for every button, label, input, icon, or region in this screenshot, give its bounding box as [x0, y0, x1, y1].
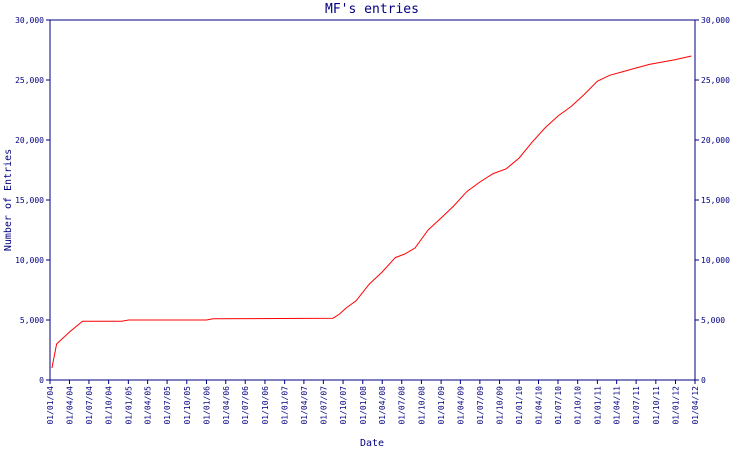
y2-tick-label: 30,000	[701, 16, 730, 25]
y2-tick-label: 0	[701, 376, 706, 385]
y2-tick-label: 15,000	[701, 196, 730, 205]
x-tick-label: 01/04/09	[456, 386, 465, 425]
x-tick-label: 01/01/10	[515, 386, 524, 425]
x-tick-label: 01/07/05	[163, 386, 172, 425]
y-tick-label: 5,000	[20, 316, 44, 325]
x-tick-label: 01/10/06	[261, 386, 270, 425]
x-tick-label: 01/07/07	[319, 386, 328, 425]
x-tick-label: 01/01/12	[672, 386, 681, 425]
x-tick-label: 01/01/04	[46, 386, 55, 425]
x-tick-label: 01/10/10	[574, 386, 583, 425]
y-tick-label: 25,000	[15, 76, 44, 85]
x-tick-label: 01/07/06	[241, 386, 250, 425]
x-tick-label: 01/01/05	[124, 386, 133, 425]
x-tick-label: 01/01/06	[202, 386, 211, 425]
y-tick-label: 20,000	[15, 136, 44, 145]
x-tick-label: 01/07/04	[85, 386, 94, 425]
x-axis-label: Date	[360, 438, 384, 449]
y-tick-label: 0	[39, 376, 44, 385]
x-tick-label: 01/10/05	[183, 386, 192, 425]
x-tick-label: 01/07/09	[476, 386, 485, 425]
plot-frame	[49, 19, 696, 381]
data-line	[51, 55, 692, 369]
x-tick-label: 01/04/11	[613, 386, 622, 425]
y-tick-label: 10,000	[15, 256, 44, 265]
y2-tick-label: 25,000	[701, 76, 730, 85]
x-tick-label: 01/01/11	[593, 386, 602, 425]
x-tick-label: 01/07/10	[554, 386, 563, 425]
x-tick-label: 01/01/07	[281, 386, 290, 425]
x-tick-label: 01/04/10	[535, 386, 544, 425]
x-tick-label: 01/04/06	[222, 386, 231, 425]
x-tick-label: 01/10/09	[496, 386, 505, 425]
y-tick-label: 15,000	[15, 196, 44, 205]
chart-title: MF's entries	[325, 2, 419, 17]
x-tick-label: 01/07/08	[398, 386, 407, 425]
x-tick-label: 01/04/12	[691, 386, 700, 425]
y2-tick-label: 20,000	[701, 136, 730, 145]
x-tick-label: 01/04/08	[378, 386, 387, 425]
x-tick-label: 01/04/04	[65, 386, 74, 425]
y2-tick-label: 10,000	[701, 256, 730, 265]
y-axis-label: Number of Entries	[3, 149, 14, 251]
x-tick-label: 01/01/09	[437, 386, 446, 425]
x-tick-label: 01/10/04	[105, 386, 114, 425]
x-tick-label: 01/10/08	[417, 386, 426, 425]
x-tick-label: 01/10/11	[652, 386, 661, 425]
x-tick-label: 01/10/07	[339, 386, 348, 425]
x-tick-label: 01/04/07	[300, 386, 309, 425]
y2-tick-label: 5,000	[701, 316, 725, 325]
x-tick-label: 01/04/05	[144, 386, 153, 425]
x-tick-label: 01/01/08	[359, 386, 368, 425]
y-tick-label: 30,000	[15, 16, 44, 25]
x-tick-label: 01/07/11	[632, 386, 641, 425]
